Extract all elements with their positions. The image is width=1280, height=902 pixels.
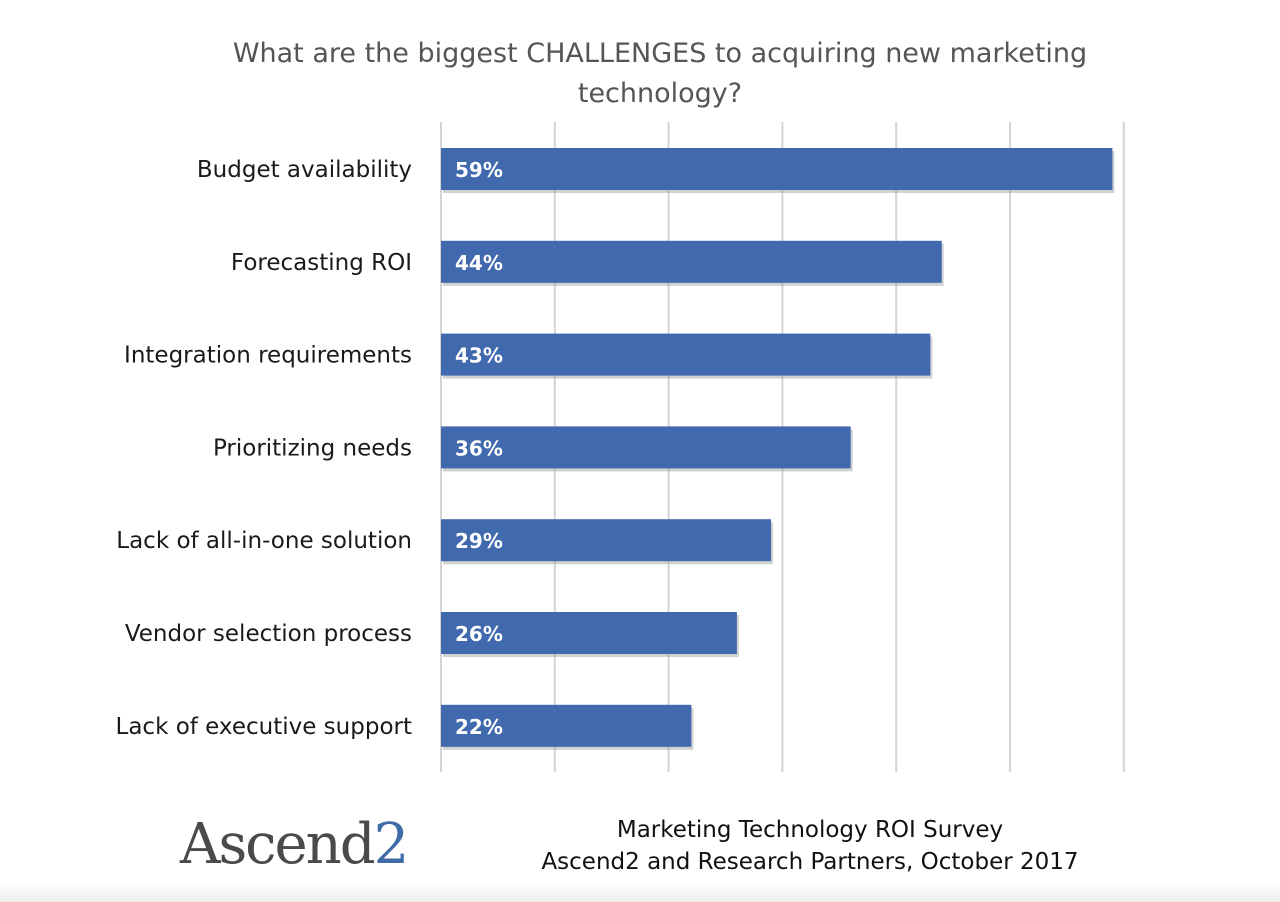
logo-suffix: 2 — [373, 812, 410, 877]
data-label: 43% — [455, 344, 503, 368]
source-note: Marketing Technology ROI Survey Ascend2 … — [510, 814, 1110, 878]
bar — [441, 519, 772, 562]
category-label: Integration requirements — [124, 343, 412, 369]
chart-title: What are the biggest CHALLENGES to acqui… — [232, 38, 1088, 109]
data-label: 29% — [455, 529, 503, 553]
bottom-shade — [0, 882, 1280, 902]
bar — [441, 704, 692, 747]
category-label: Lack of executive support — [116, 714, 412, 740]
data-label: 22% — [455, 715, 503, 739]
category-label: Forecasting ROI — [231, 250, 412, 276]
category-label: Budget availability — [197, 157, 412, 183]
category-label: Prioritizing needs — [213, 435, 412, 461]
logo-text: Ascend — [180, 812, 376, 877]
data-label: 36% — [455, 436, 503, 460]
data-label: 26% — [455, 622, 503, 646]
ascend2-logo: Ascend2 — [180, 812, 410, 878]
bar — [441, 240, 942, 283]
category-label: Vendor selection process — [125, 621, 412, 647]
source-line-1: Marketing Technology ROI Survey — [616, 817, 1004, 843]
bar — [441, 426, 851, 469]
data-label: 59% — [455, 158, 503, 182]
bar — [441, 612, 737, 654]
category-label: Lack of all-in-one solution — [116, 528, 412, 554]
bar-chart: 59% Budget availability 44% Forecasting ROI… — [116, 122, 1125, 772]
data-label: 44% — [455, 251, 503, 275]
bar — [441, 333, 931, 376]
source-line-2: Ascend2 and Research Partners, October 2… — [541, 849, 1079, 875]
bar — [441, 148, 1113, 190]
